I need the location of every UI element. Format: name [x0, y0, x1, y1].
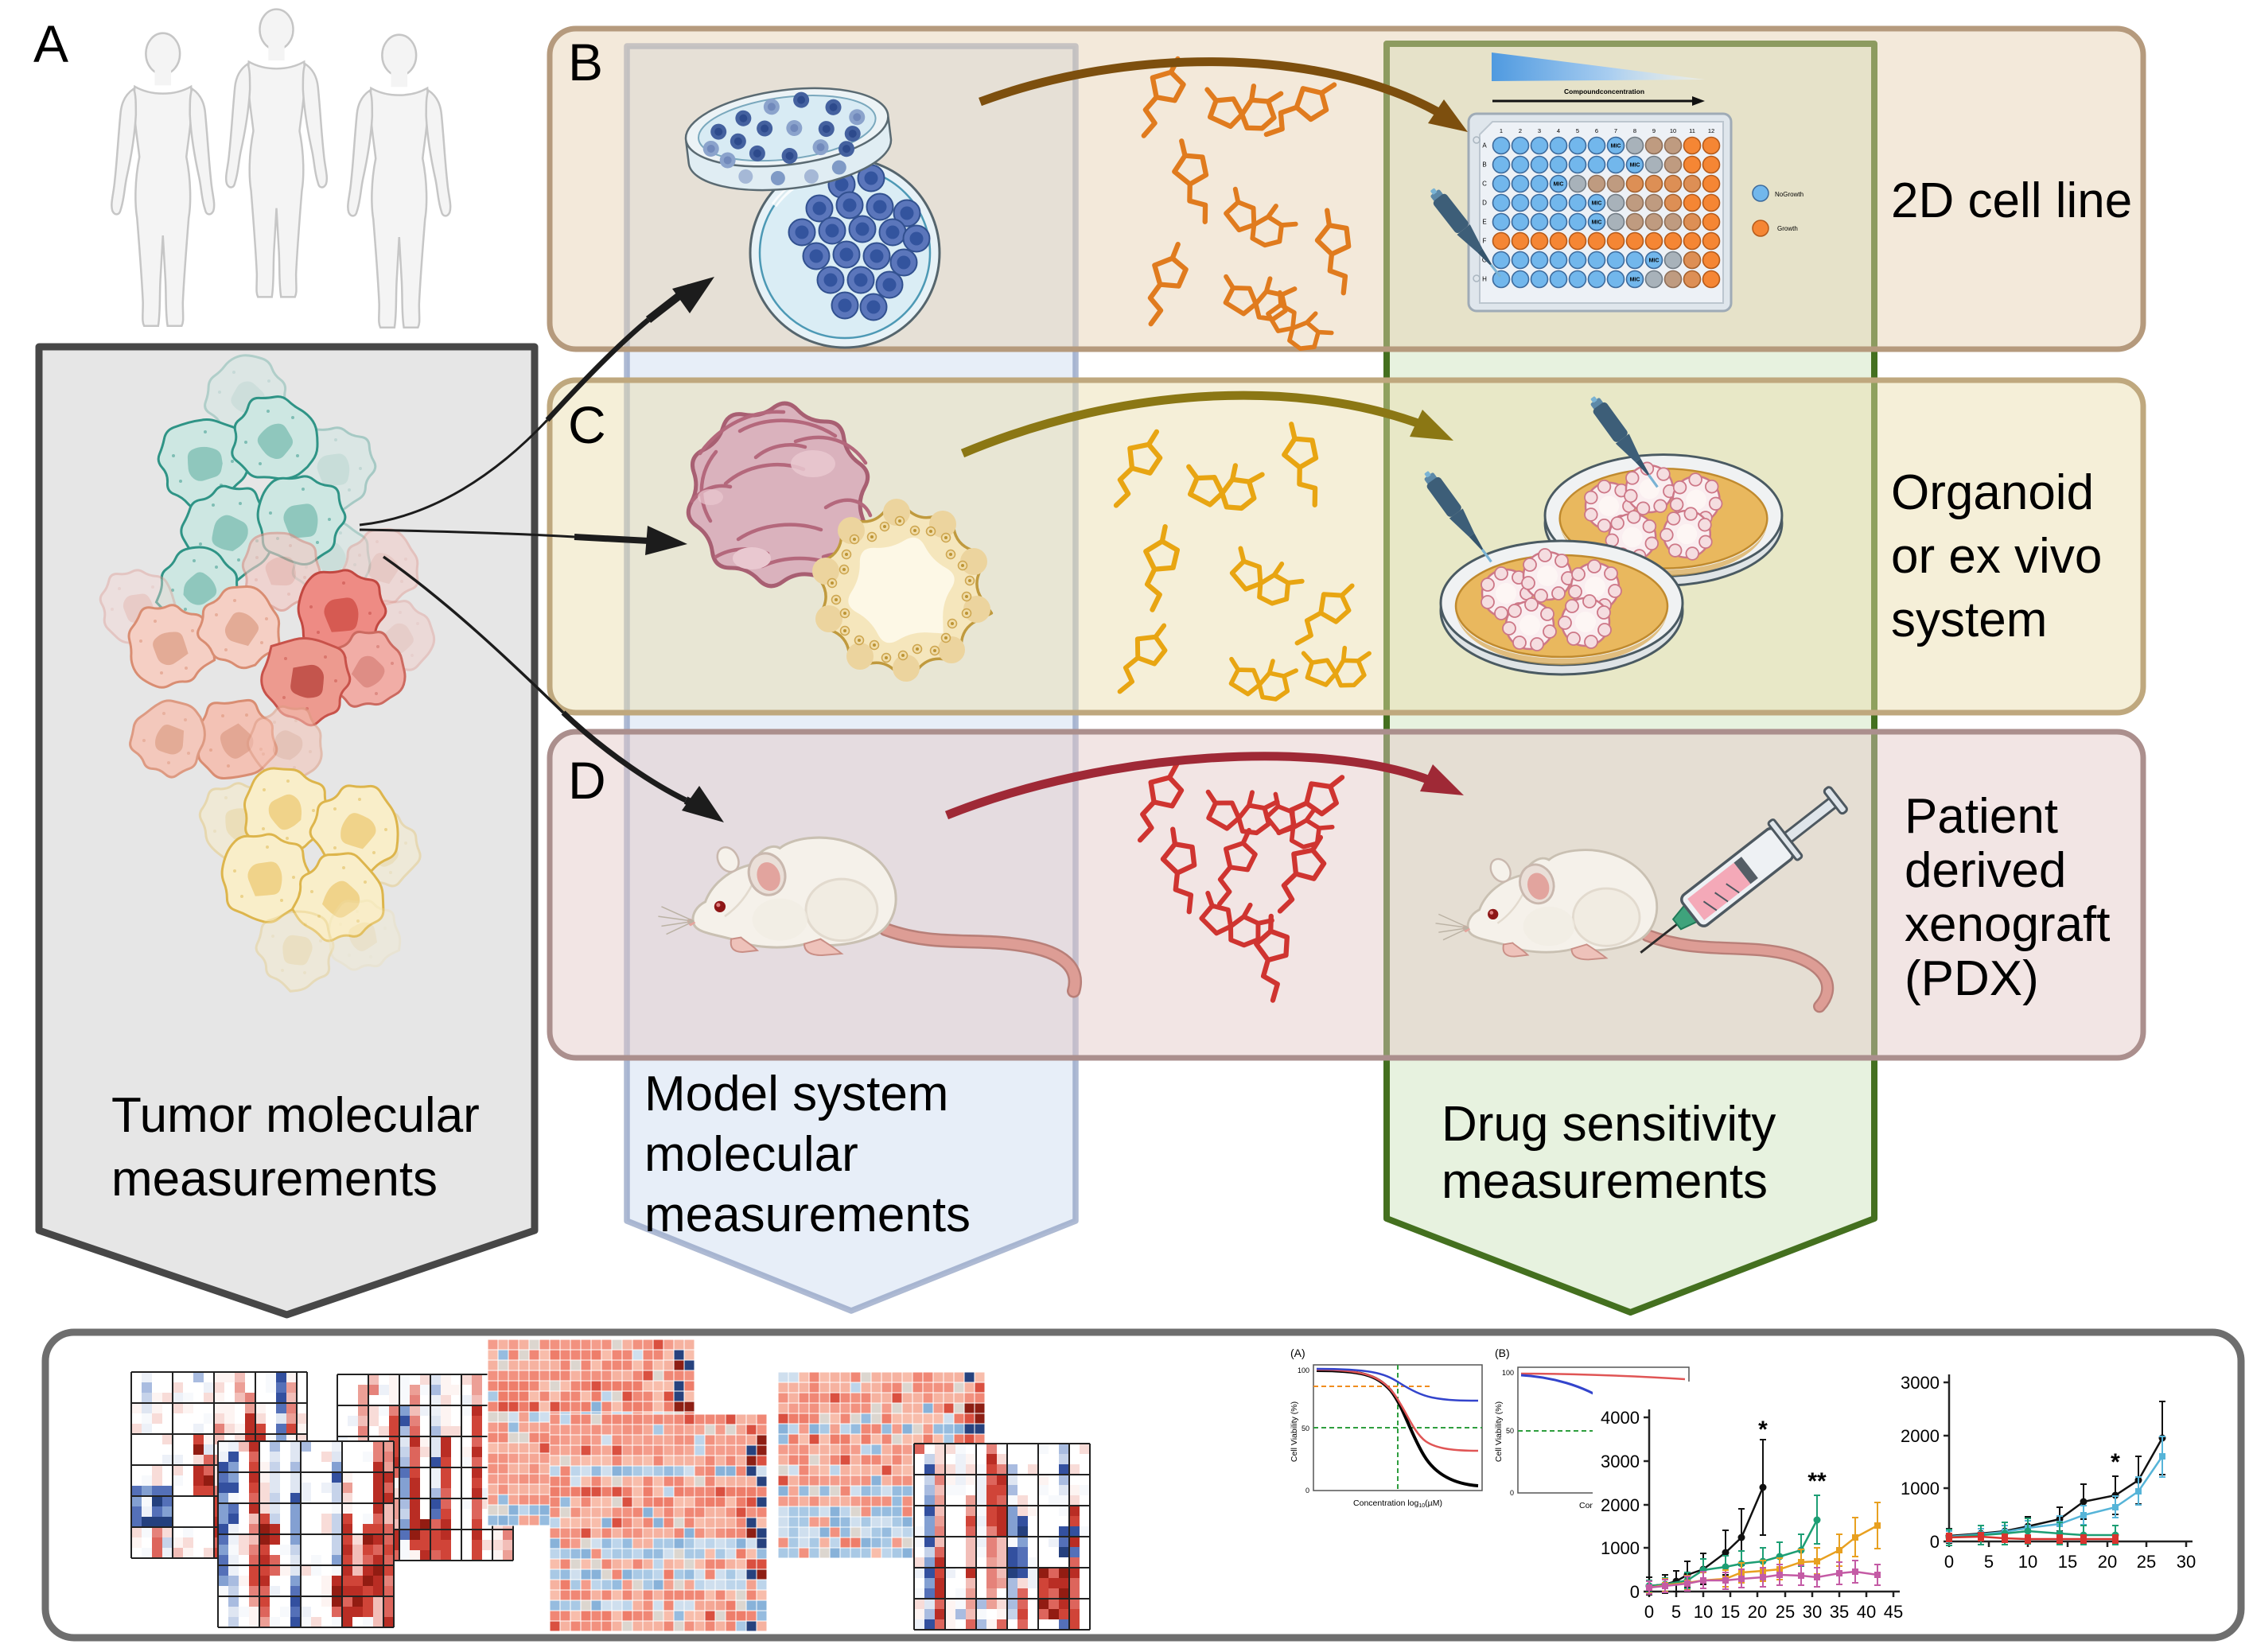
svg-text:Drug sensitivity: Drug sensitivity — [1442, 1097, 1776, 1152]
svg-text:3: 3 — [1538, 127, 1541, 134]
svg-text:0: 0 — [1510, 1489, 1514, 1497]
svg-text:7: 7 — [1614, 127, 1617, 134]
svg-text:5: 5 — [1984, 1552, 1994, 1572]
svg-text:MIC: MIC — [1592, 201, 1602, 207]
svg-text:Compoundconcentration: Compoundconcentration — [1564, 87, 1644, 95]
svg-text:B: B — [568, 33, 603, 91]
svg-text:12: 12 — [1708, 127, 1714, 134]
svg-text:0: 0 — [1630, 1582, 1640, 1602]
svg-text:1: 1 — [1500, 127, 1503, 134]
svg-text:E: E — [1482, 219, 1486, 226]
svg-text:MIC: MIC — [1611, 144, 1621, 150]
svg-text:xenograft: xenograft — [1905, 897, 2111, 952]
svg-text:10: 10 — [2018, 1552, 2037, 1572]
svg-text:2000: 2000 — [1901, 1426, 1940, 1446]
svg-text:D: D — [568, 751, 606, 810]
svg-text:Model system: Model system — [644, 1067, 948, 1121]
svg-text:5: 5 — [1671, 1602, 1681, 1622]
svg-text:MIC: MIC — [1592, 220, 1602, 226]
svg-text:H: H — [1482, 276, 1487, 283]
svg-text:45: 45 — [1884, 1602, 1903, 1622]
svg-text:40: 40 — [1857, 1602, 1876, 1622]
svg-text:A: A — [33, 14, 68, 73]
svg-text:MIC: MIC — [1630, 278, 1640, 283]
svg-text:**: ** — [1807, 1468, 1827, 1495]
svg-text:20: 20 — [1748, 1602, 1767, 1622]
svg-text:*: * — [1758, 1417, 1768, 1443]
svg-text:C: C — [1482, 181, 1487, 188]
svg-text:F: F — [1483, 238, 1487, 245]
svg-text:*: * — [2111, 1449, 2120, 1475]
svg-text:(B): (B) — [1495, 1347, 1510, 1359]
svg-text:Growth: Growth — [1777, 225, 1798, 232]
svg-text:35: 35 — [1830, 1602, 1849, 1622]
svg-text:Cell Viability (%): Cell Viability (%) — [1290, 1401, 1299, 1462]
svg-text:C: C — [568, 395, 606, 454]
svg-text:B: B — [1482, 161, 1486, 169]
svg-text:(PDX): (PDX) — [1905, 951, 2039, 1006]
svg-text:Organoid: Organoid — [1891, 465, 2094, 520]
svg-text:6: 6 — [1595, 127, 1598, 134]
svg-text:2: 2 — [1519, 127, 1522, 134]
svg-text:100: 100 — [1502, 1369, 1514, 1377]
svg-text:molecular: molecular — [644, 1127, 858, 1182]
svg-text:Tumor molecular: Tumor molecular — [111, 1088, 480, 1143]
svg-text:2D cell line: 2D cell line — [1891, 173, 2132, 228]
svg-text:MIC: MIC — [1630, 163, 1640, 169]
svg-text:0: 0 — [1930, 1532, 1940, 1552]
svg-text:G: G — [1482, 257, 1487, 264]
svg-text:15: 15 — [2058, 1552, 2077, 1572]
svg-text:30: 30 — [1803, 1602, 1822, 1622]
svg-text:measurements: measurements — [644, 1187, 971, 1242]
svg-text:1000: 1000 — [1601, 1538, 1640, 1558]
svg-text:Cell Viability (%): Cell Viability (%) — [1494, 1401, 1504, 1462]
svg-text:25: 25 — [1776, 1602, 1795, 1622]
svg-text:measurements: measurements — [111, 1152, 438, 1207]
svg-text:3000: 3000 — [1901, 1373, 1940, 1393]
svg-text:0: 0 — [1644, 1602, 1654, 1622]
svg-text:11: 11 — [1689, 127, 1695, 134]
svg-text:0: 0 — [1944, 1552, 1954, 1572]
svg-text:30: 30 — [2177, 1552, 2196, 1572]
svg-text:50: 50 — [1302, 1425, 1309, 1432]
svg-text:derived: derived — [1905, 843, 2066, 898]
svg-text:8: 8 — [1633, 127, 1636, 134]
svg-text:15: 15 — [1721, 1602, 1740, 1622]
svg-text:measurements: measurements — [1442, 1154, 1768, 1209]
svg-text:10: 10 — [1694, 1602, 1713, 1622]
svg-text:20: 20 — [2098, 1552, 2117, 1572]
svg-text:25: 25 — [2137, 1552, 2156, 1572]
svg-text:2000: 2000 — [1601, 1495, 1640, 1515]
svg-text:9: 9 — [1652, 127, 1656, 134]
svg-text:0: 0 — [1305, 1487, 1309, 1495]
svg-text:NoGrowth: NoGrowth — [1775, 191, 1803, 198]
svg-text:1000: 1000 — [1901, 1479, 1940, 1498]
svg-text:4: 4 — [1557, 127, 1560, 134]
svg-text:3000: 3000 — [1601, 1452, 1640, 1471]
svg-text:system: system — [1891, 593, 2047, 647]
svg-text:(A): (A) — [1290, 1347, 1305, 1359]
svg-text:or ex vivo: or ex vivo — [1891, 529, 2102, 584]
svg-text:Concentration log10(µM): Concentration log10(µM) — [1353, 1498, 1442, 1509]
svg-text:A: A — [1482, 142, 1487, 150]
svg-text:50: 50 — [1506, 1427, 1514, 1435]
svg-text:MIC: MIC — [1554, 182, 1564, 188]
svg-text:5: 5 — [1576, 127, 1579, 134]
svg-text:100: 100 — [1298, 1366, 1309, 1374]
svg-text:D: D — [1482, 200, 1487, 207]
svg-text:4000: 4000 — [1601, 1408, 1640, 1428]
svg-text:Patient: Patient — [1905, 789, 2058, 844]
svg-text:10: 10 — [1670, 127, 1676, 134]
svg-text:MIC: MIC — [1649, 258, 1660, 264]
